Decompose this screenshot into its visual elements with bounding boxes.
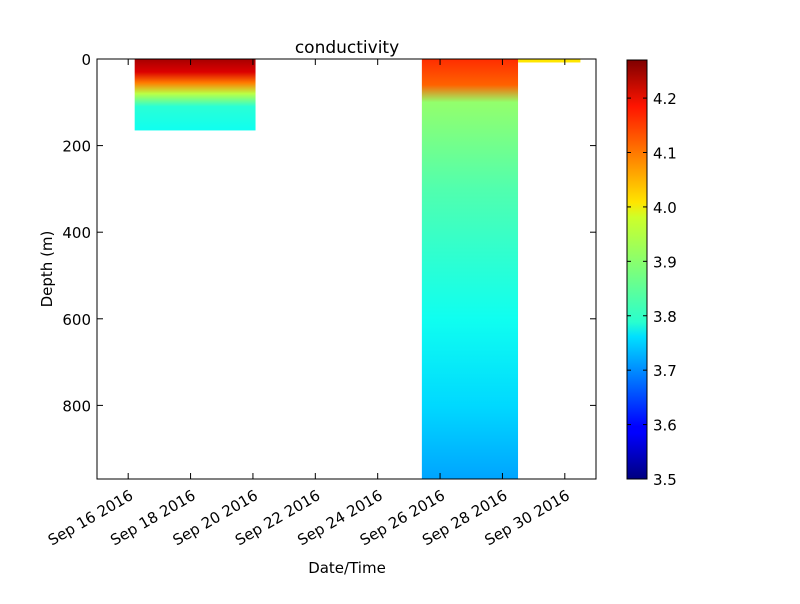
plot-area [134,59,581,479]
colorbar-tick-label: 3.9 [653,253,677,271]
y-axis-label: Depth (m) [38,231,56,308]
colorbar-tick-label: 3.5 [653,471,677,489]
y-tick-label: 800 [62,397,91,415]
colorbar-gradient [626,59,648,480]
y-tick-label: 0 [81,51,91,69]
y-tick-label: 600 [62,311,91,329]
x-axis-label: Date/Time [308,559,386,577]
data-segment [518,59,581,63]
y-axis: 0 200 400 600 800 [62,51,596,415]
colorbar-tick-label: 3.8 [653,308,677,326]
colorbar-tick-label: 3.6 [653,417,677,435]
data-segment [421,59,519,479]
colorbar-tick-label: 3.7 [653,362,677,380]
colorbar-tick-label: 4.2 [653,90,677,108]
colorbar-ticks: 3.5 3.6 3.7 3.8 3.9 4.0 4.1 4.2 [627,90,677,489]
y-tick-label: 400 [62,224,91,242]
colorbar-tick-label: 4.0 [653,199,677,217]
y-tick-label: 200 [62,138,91,156]
plot-frame [96,58,597,480]
chart-title: conductivity [295,38,399,58]
colorbar-tick-label: 4.1 [653,145,677,163]
colorbar: 3.5 3.6 3.7 3.8 3.9 4.0 4.1 4.2 [626,59,677,489]
data-segment [134,59,256,131]
